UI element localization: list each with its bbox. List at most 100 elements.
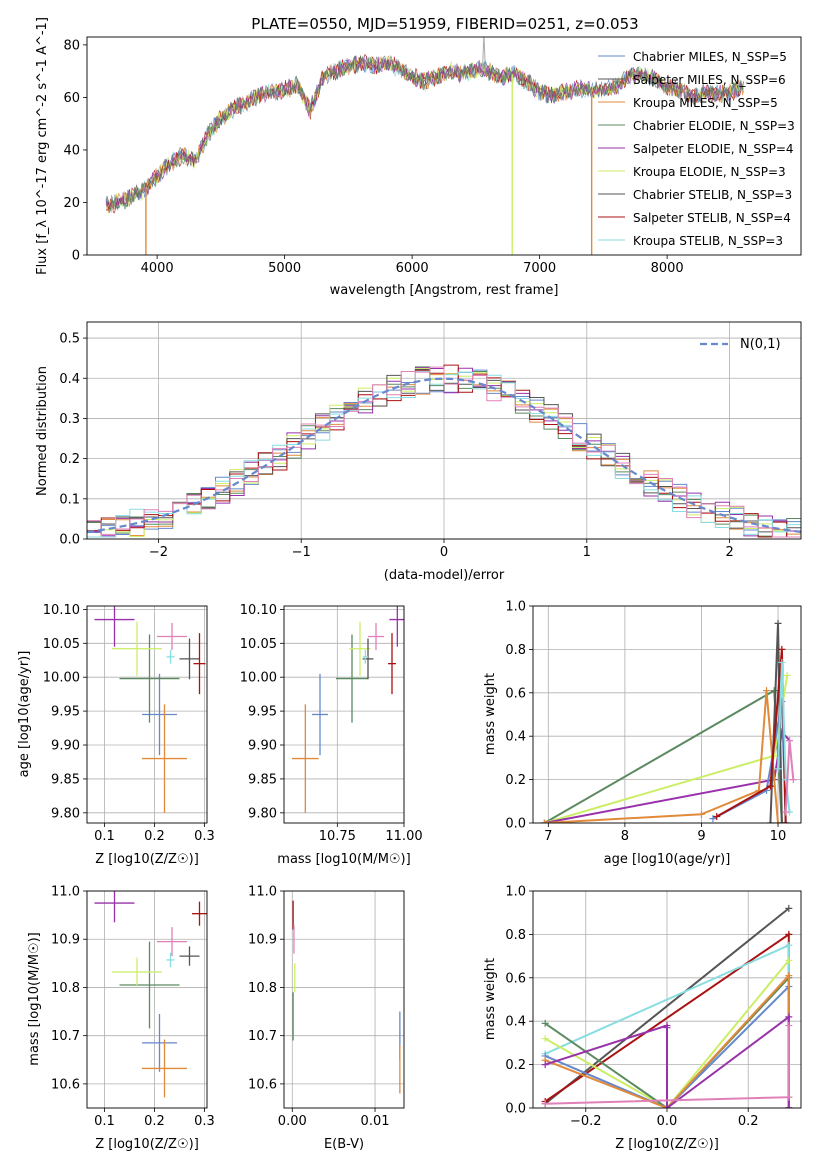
frame-age_vs_mass: 10.75 11.00 9.80 9.85 9.90 9.95 10.00 10.05 10.1…: [240, 603, 423, 867]
x-axis-label: (data-model)/error: [384, 568, 505, 583]
series-marker: [785, 930, 793, 938]
legend-label: Salpeter MILES, N_SSP=6: [633, 73, 786, 87]
data-layer-mass_vs_Z: [94, 891, 207, 1098]
y-tick-label: 10.7: [248, 1029, 277, 1044]
series-marker: [770, 687, 778, 695]
x-tick-label: −1: [292, 545, 311, 560]
x-axis-label: Z [log10(Z/Z☉)]: [95, 852, 199, 867]
y-tick-label: 9.80: [51, 806, 80, 821]
x-axis-label: wavelength [Angstrom, rest frame]: [330, 283, 559, 298]
x-tick-label: 6000: [396, 261, 429, 276]
series-marker: [785, 956, 793, 964]
y-tick-label: 10.10: [43, 603, 80, 618]
y-tick-label: 9.85: [51, 772, 80, 787]
axes-frame: [86, 36, 802, 256]
y-tick-label: 0.8: [505, 643, 526, 658]
series-marker: [789, 776, 797, 784]
y-tick-label: 10.6: [248, 1077, 277, 1092]
y-tick-label: 0.6: [505, 686, 526, 701]
panel-massweight_vs_Z: −0.2 0.0 0.2 0.0 0.2 0.4 0.6 0.8 1.0 Z [log10(Z/Z…: [483, 885, 802, 1152]
y-axis-label: Flux [f_λ 10^-17 erg cm^-2 s^-1 A^-1]: [35, 17, 50, 275]
y-tick-label: 10.7: [51, 1029, 80, 1044]
x-axis-label: E(B-V): [324, 1137, 364, 1152]
emission-line: [481, 37, 486, 72]
y-tick-label: 10.05: [43, 637, 80, 652]
series-marker: [785, 1013, 793, 1021]
frame-massweight_vs_age: 7 8 9 10 0.0 0.2 0.4 0.6 0.8 1.0 age [log10(age/yr…: [483, 600, 802, 867]
series-marker: [663, 1024, 671, 1032]
series-marker: [774, 619, 782, 627]
series-marker: [766, 819, 774, 823]
series-marker: [766, 782, 774, 790]
y-tick-label: 1.0: [505, 885, 526, 900]
y-tick-label: 80: [63, 38, 80, 53]
series-marker: [785, 904, 793, 912]
y-tick-label: 0.8: [505, 928, 526, 943]
x-tick-label: 5000: [268, 261, 301, 276]
x-axis-label: Z [log10(Z/Z☉)]: [95, 1137, 199, 1152]
y-axis-label: age [log10(age/yr)]: [17, 651, 32, 778]
series-marker: [778, 645, 786, 653]
data-layer-massweight_vs_Z: [541, 904, 793, 1108]
x-axis-label: age [log10(age/yr)]: [604, 852, 731, 867]
histogram-series: [87, 366, 801, 538]
x-tick-label: 4000: [141, 261, 174, 276]
normal-reference-curve: [87, 377, 801, 534]
x-tick-label: 0.2: [144, 829, 165, 844]
y-axis-label: mass [log10(M/M☉)]: [27, 932, 42, 1065]
figure-title: PLATE=0550, MJD=51959, FIBERID=0251, z=0…: [251, 15, 638, 33]
legend-label: Kroupa STELIB, N_SSP=3: [633, 234, 783, 248]
series-line: [544, 959, 790, 1108]
x-tick-label: 0.3: [194, 1114, 215, 1129]
frame-massweight_vs_Z: −0.2 0.0 0.2 0.0 0.2 0.4 0.6 0.8 1.0 Z [log10(Z/Z…: [483, 885, 802, 1152]
data-layer-residuals: [87, 364, 801, 538]
y-tick-label: 10.8: [51, 981, 80, 996]
histogram-series: [87, 369, 801, 538]
series-marker: [783, 671, 791, 679]
y-tick-label: 9.85: [248, 772, 277, 787]
y-tick-label: 0.2: [59, 452, 80, 467]
series-marker: [774, 765, 782, 773]
series-marker: [785, 1104, 793, 1108]
y-tick-label: 0.0: [505, 817, 526, 832]
legend-label: Kroupa ELODIE, N_SSP=3: [633, 165, 786, 179]
frame-residuals: −2 −1 0 1 2 0.0 0.1 0.2 0.3 0.4 0.5 (data-model)/er…: [35, 321, 802, 583]
series-marker: [697, 810, 705, 818]
series-marker: [782, 819, 790, 823]
legend-label: Chabrier STELIB, N_SSP=3: [633, 188, 792, 202]
y-tick-label: 10.05: [240, 637, 277, 652]
x-tick-label: 2: [725, 545, 733, 560]
y-tick-label: 60: [63, 91, 80, 106]
axes-frame: [86, 605, 208, 824]
x-tick-label: 0.2: [144, 1114, 165, 1129]
y-tick-label: 0.4: [505, 730, 526, 745]
x-tick-label: 10.75: [319, 829, 356, 844]
y-tick-label: 10.9: [248, 933, 277, 948]
series-marker: [541, 1061, 549, 1069]
y-tick-label: 9.90: [248, 739, 277, 754]
series-marker: [541, 1100, 549, 1108]
panel-mass_vs_ebv: 0.00 0.01 10.6 10.7 10.8 10.9 11.0 E(B-V): [248, 885, 405, 1152]
series-marker: [785, 1093, 793, 1101]
legend-label: Salpeter ELODIE, N_SSP=4: [633, 142, 794, 156]
axes-frame: [532, 605, 802, 824]
panel-age_vs_Z: 0.1 0.2 0.3 9.80 9.85 9.90 9.95 10.00 10.05 10.10…: [17, 603, 215, 867]
frame-age_vs_Z: 0.1 0.2 0.3 9.80 9.85 9.90 9.95 10.00 10.05 10.10…: [17, 603, 215, 867]
y-tick-label: 0.0: [59, 533, 80, 548]
y-tick-label: 10.00: [43, 671, 80, 686]
x-tick-label: 0: [440, 545, 448, 560]
y-tick-label: 0: [72, 249, 80, 264]
x-tick-label: 0.1: [94, 1114, 115, 1129]
x-tick-label: 8000: [651, 261, 684, 276]
series-marker: [782, 808, 790, 816]
series-marker: [541, 1019, 549, 1027]
y-tick-label: 9.95: [248, 705, 277, 720]
series-marker: [709, 815, 717, 823]
legend-label: Chabrier ELODIE, N_SSP=3: [633, 119, 795, 133]
data-layer-age_vs_Z: [94, 606, 206, 813]
frame-spectrum: 4000 5000 6000 7000 8000 0 20 40 60 80 wavelength …: [35, 17, 802, 298]
y-tick-label: 20: [63, 196, 80, 211]
y-tick-label: 0.4: [505, 1015, 526, 1030]
x-tick-label: 7000: [523, 261, 556, 276]
